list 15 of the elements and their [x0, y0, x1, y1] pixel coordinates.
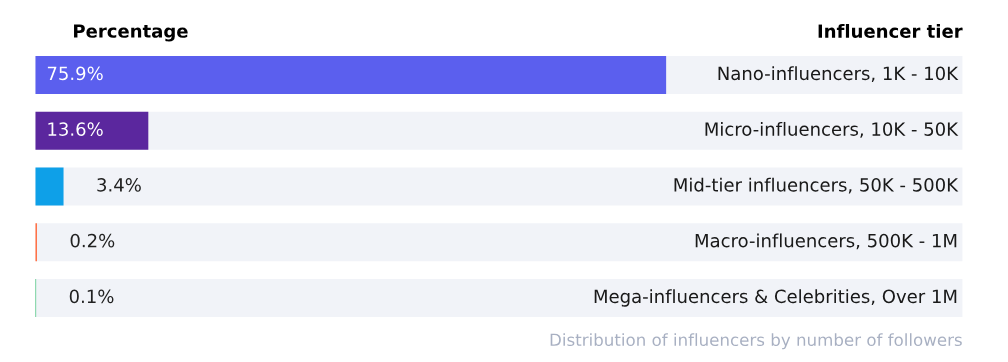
y-tick-label: Micro-influencers, 10K - 50K [705, 121, 959, 138]
data-label: 75.9% [47, 66, 103, 81]
y-axis-title: Influencer tier [818, 24, 963, 38]
data-label: 0.1% [69, 289, 114, 304]
y-tick-label: Nano-influencers, 1K - 10K [718, 66, 959, 83]
data-label: 0.2% [70, 233, 115, 248]
data-label: 3.4% [97, 178, 141, 192]
bar [35, 167, 64, 206]
y-tick-label: Mega-influencers & Celebrities, Over 1M [594, 289, 957, 307]
bar [35, 111, 149, 150]
y-tick-label: Macro-influencers, 500K - 1M [695, 233, 957, 250]
x-axis-title: Percentage [74, 24, 188, 42]
y-tick-label: Mid-tier influencers, 50K - 500K [674, 177, 959, 194]
data-label: 13.6% [48, 122, 103, 136]
text: Distribution of influencers by number of followers [550, 333, 962, 350]
